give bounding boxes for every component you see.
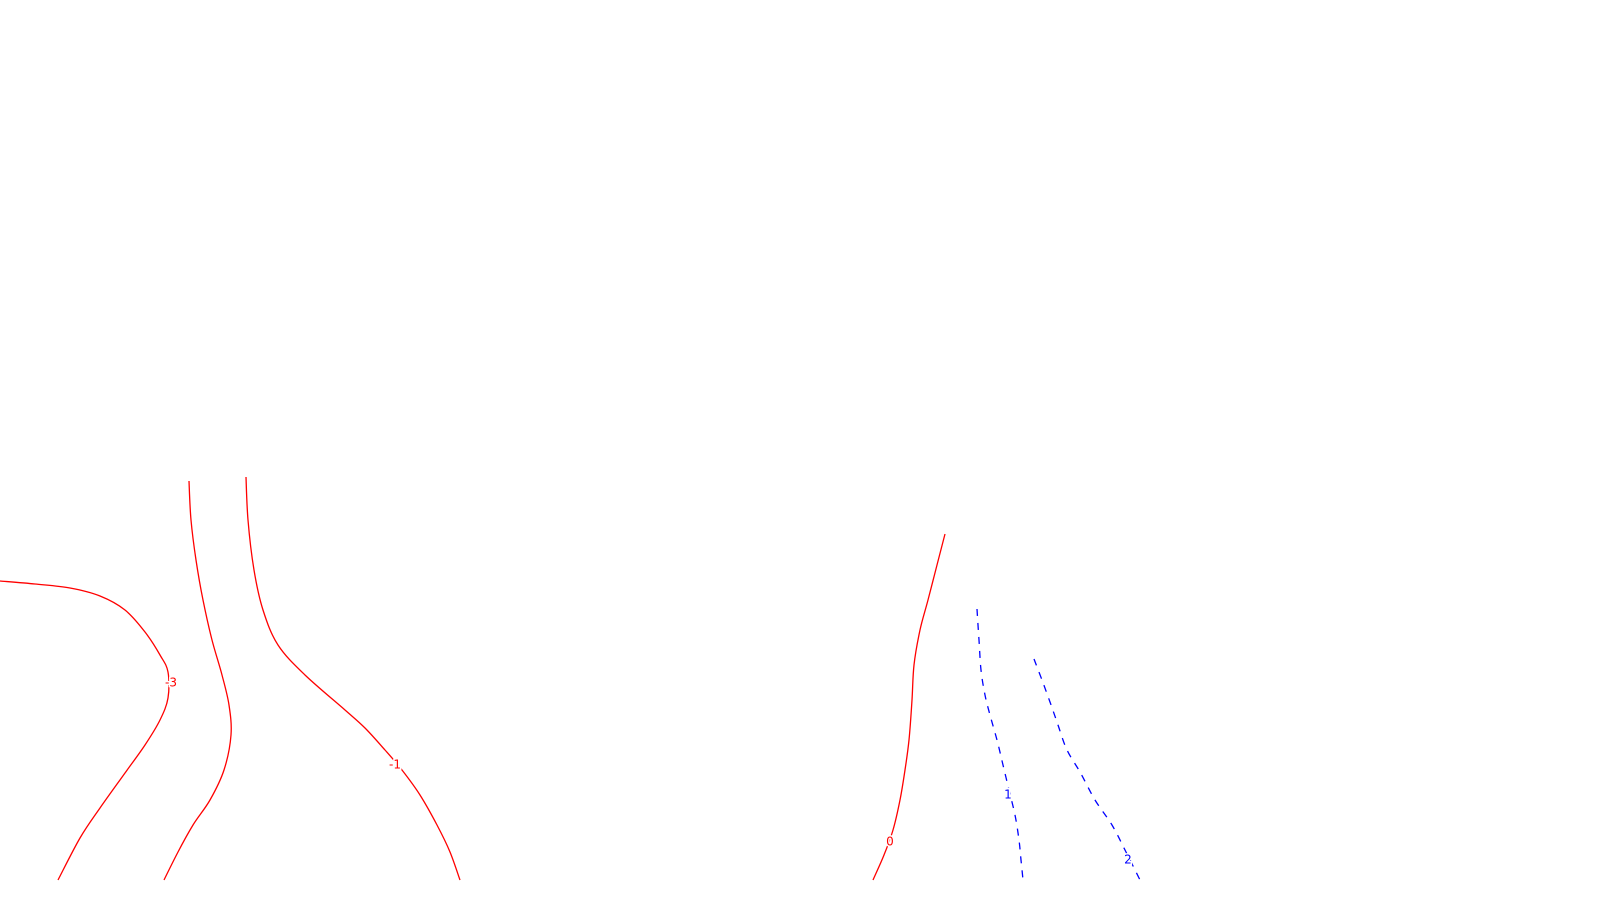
contour-label-level-1: 1 bbox=[1004, 788, 1012, 802]
contour-line-level-neg3 bbox=[0, 580, 170, 881]
contour-line-level-neg1 bbox=[245, 476, 461, 881]
contour-label-level-2: 2 bbox=[1124, 853, 1132, 867]
contour-line-level-neg2 bbox=[163, 480, 232, 881]
contour-line-level-2 bbox=[1033, 658, 1141, 881]
contour-label-level-neg3: -3 bbox=[165, 676, 177, 690]
contour-label-level-0: 0 bbox=[886, 835, 894, 849]
contour-labels: -3 -1 0 1 2 bbox=[164, 674, 1134, 868]
contour-line-level-1 bbox=[976, 608, 1024, 881]
contour-label-level-neg1: -1 bbox=[389, 758, 401, 772]
contour-lines bbox=[0, 476, 1141, 881]
contour-line-level-0 bbox=[872, 533, 946, 881]
